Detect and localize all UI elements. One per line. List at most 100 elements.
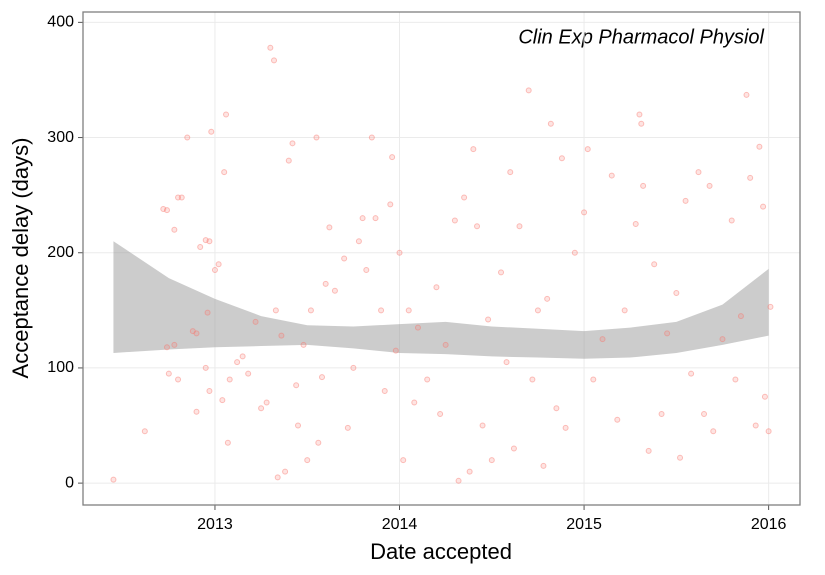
point: [640, 182, 647, 189]
point: [165, 370, 172, 377]
point: [701, 411, 708, 418]
y-tick-label: 0: [65, 474, 74, 491]
y-tick-label: 400: [47, 14, 74, 31]
point: [400, 457, 407, 464]
point: [437, 411, 444, 418]
point: [223, 111, 230, 118]
point: [571, 249, 578, 256]
point: [673, 290, 680, 297]
point: [263, 399, 270, 406]
point: [599, 336, 606, 343]
point: [636, 111, 643, 118]
y-tick-label: 300: [47, 129, 74, 146]
point: [163, 207, 170, 214]
point: [558, 155, 565, 162]
point: [226, 376, 233, 383]
point: [141, 428, 148, 435]
point: [160, 205, 167, 212]
point: [433, 284, 440, 291]
point: [215, 261, 222, 268]
point: [562, 424, 569, 431]
point: [304, 457, 311, 464]
y-tick-label: 200: [47, 244, 74, 261]
point: [756, 143, 763, 150]
point: [485, 316, 492, 323]
x-tick-label: 2015: [566, 516, 602, 533]
point: [319, 374, 325, 381]
point: [363, 267, 370, 274]
point: [516, 223, 523, 230]
x-tick-label: 2016: [751, 516, 787, 533]
panel-border: [82, 11, 801, 506]
point: [424, 376, 431, 383]
point: [272, 307, 279, 314]
point: [282, 468, 289, 475]
point: [202, 364, 209, 371]
point: [608, 172, 615, 179]
point: [396, 249, 403, 256]
point: [355, 238, 362, 245]
point: [451, 217, 458, 224]
point: [498, 269, 505, 276]
confidence-band: [113, 241, 769, 359]
point: [258, 405, 265, 412]
point: [211, 267, 218, 274]
point: [234, 359, 241, 366]
x-axis-label: Date accepted: [370, 539, 512, 564]
point: [221, 169, 228, 176]
annotation: Clin Exp Pharmacol Physiol: [518, 26, 764, 48]
point: [239, 353, 246, 360]
point: [767, 303, 774, 310]
point: [315, 439, 322, 446]
point: [224, 439, 231, 446]
point: [405, 307, 412, 314]
point: [638, 120, 645, 127]
point: [765, 428, 772, 435]
point: [455, 477, 462, 484]
y-tick-label: 100: [47, 359, 74, 376]
point: [193, 408, 200, 415]
point: [175, 376, 182, 383]
point: [204, 309, 211, 316]
point: [466, 468, 473, 475]
point: [208, 128, 215, 135]
point: [581, 209, 588, 216]
point: [372, 215, 379, 222]
point: [534, 307, 541, 314]
point: [368, 134, 375, 141]
point: [461, 194, 468, 201]
point: [274, 474, 281, 481]
point: [110, 476, 117, 483]
point: [350, 364, 357, 371]
point: [752, 422, 759, 429]
point: [442, 341, 449, 348]
point: [760, 203, 767, 210]
point: [547, 120, 554, 127]
x-tick-label: 2013: [197, 516, 233, 533]
point: [761, 393, 768, 400]
point: [178, 194, 185, 201]
point: [590, 376, 597, 383]
point: [313, 134, 320, 141]
point: [510, 445, 517, 452]
x-tick-label: 2014: [382, 516, 418, 533]
point: [389, 154, 396, 161]
point: [359, 215, 366, 222]
point: [175, 194, 182, 201]
point: [728, 217, 735, 224]
point: [553, 405, 560, 412]
point: [341, 255, 348, 262]
point: [267, 44, 274, 51]
point: [414, 324, 421, 331]
point: [193, 330, 200, 337]
point: [411, 399, 418, 406]
point: [479, 422, 486, 429]
point: [651, 261, 658, 268]
point: [189, 328, 196, 335]
point: [278, 332, 285, 339]
point: [677, 454, 684, 461]
point: [719, 336, 726, 343]
point: [206, 238, 213, 245]
point: [252, 318, 259, 325]
